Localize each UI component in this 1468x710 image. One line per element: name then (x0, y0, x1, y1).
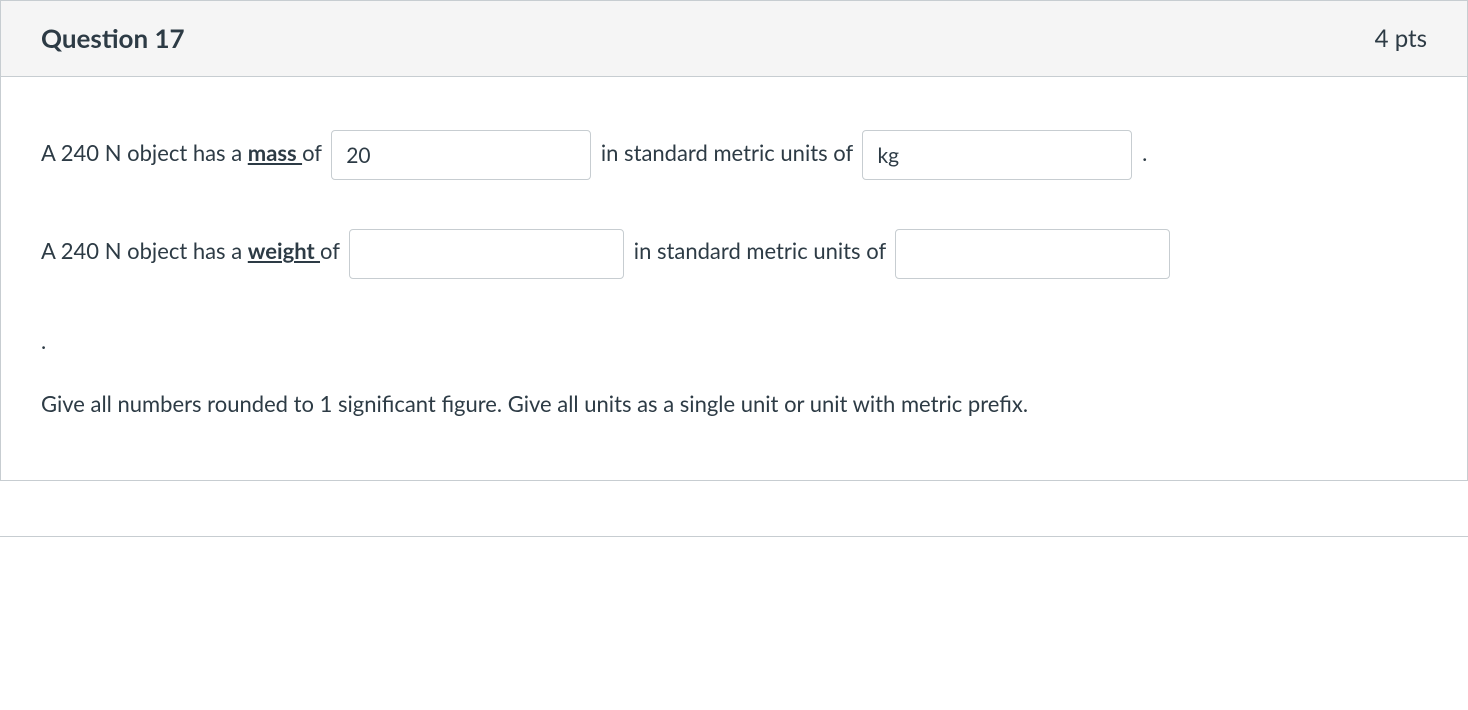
question-body: A 240 N object has a mass of in standard… (1, 77, 1467, 480)
divider (0, 536, 1468, 537)
mass-value-input[interactable] (331, 130, 591, 180)
question-line-weight: A 240 N object has a weight of in standa… (41, 225, 1427, 278)
emphasis-weight: weight (248, 237, 320, 264)
question-line-mass: A 240 N object has a mass of in standard… (41, 127, 1427, 180)
question-header: Question 17 4 pts (1, 1, 1467, 77)
question-points: 4 pts (1375, 21, 1427, 57)
text-segment: in standard metric units of (595, 139, 858, 166)
weight-unit-input[interactable] (895, 229, 1170, 279)
text-segment: of (320, 237, 345, 264)
text-segment: of (302, 139, 327, 166)
instructions-text: Give all numbers rounded to 1 significan… (41, 387, 1427, 420)
text-segment: A 240 N object has a (41, 237, 248, 264)
text-segment: A 240 N object has a (41, 139, 248, 166)
mass-unit-input[interactable] (862, 130, 1132, 180)
text-segment: in standard metric units of (628, 237, 891, 264)
question-card: Question 17 4 pts A 240 N object has a m… (0, 0, 1468, 481)
question-title: Question 17 (41, 19, 185, 58)
emphasis-mass: mass (248, 139, 302, 166)
trailing-period: . (41, 324, 1427, 357)
weight-value-input[interactable] (349, 229, 624, 279)
text-segment: . (1136, 139, 1147, 166)
